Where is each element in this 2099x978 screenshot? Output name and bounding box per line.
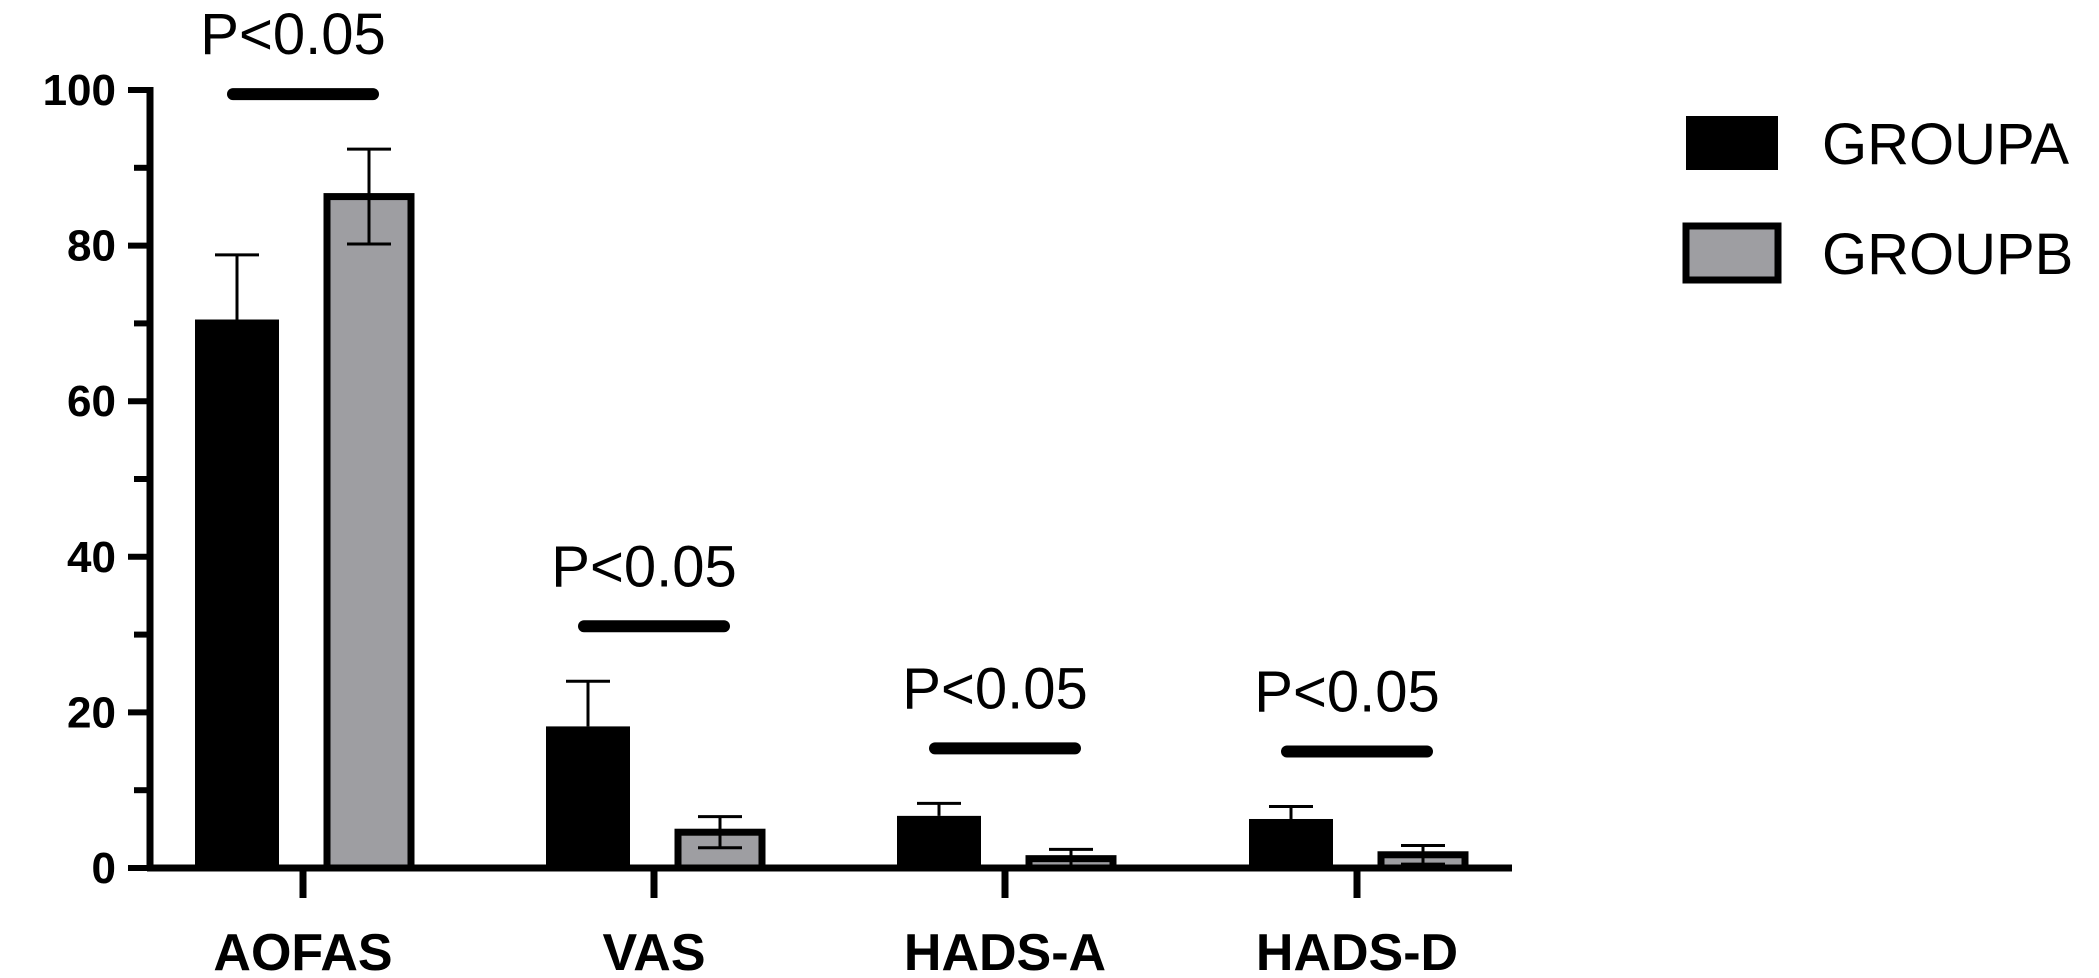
legend: GROUPA GROUPB xyxy=(1682,112,2073,287)
significance-label: P<0.05 xyxy=(1254,660,1439,725)
bar-groupb-aofas xyxy=(323,193,415,872)
y-tick-label: 20 xyxy=(67,688,116,737)
significance-label: P<0.05 xyxy=(200,2,385,67)
y-tick-label: 0 xyxy=(92,844,116,893)
legend-swatch-groupb xyxy=(1682,222,1782,284)
x-tick-label: HADS-A xyxy=(904,924,1106,978)
bar-groupa-aofas xyxy=(195,319,279,868)
bars xyxy=(195,147,1469,872)
legend-label-groupa: GROUPA xyxy=(1822,112,2069,177)
legend-swatch-groupa xyxy=(1686,116,1778,170)
bar-groupa-hads-d xyxy=(1249,818,1333,868)
y-tick-label: 100 xyxy=(43,66,116,115)
significance-label: P<0.05 xyxy=(551,534,736,599)
y-tick-label: 80 xyxy=(67,222,116,271)
x-tick-label: VAS xyxy=(602,924,705,978)
y-tick-label: 60 xyxy=(67,377,116,426)
bar-groupa-hads-a xyxy=(897,815,981,868)
significance-annotations: P<0.05 P<0.05 P<0.05 P<0.05 xyxy=(200,2,1440,758)
y-tick-label: 40 xyxy=(67,533,116,582)
x-tick-label: HADS-D xyxy=(1256,924,1458,978)
significance-label: P<0.05 xyxy=(902,656,1087,721)
x-tick-label: AOFAS xyxy=(213,924,392,978)
bar-groupa-vas xyxy=(546,726,630,868)
legend-label-groupb: GROUPB xyxy=(1822,222,2073,287)
